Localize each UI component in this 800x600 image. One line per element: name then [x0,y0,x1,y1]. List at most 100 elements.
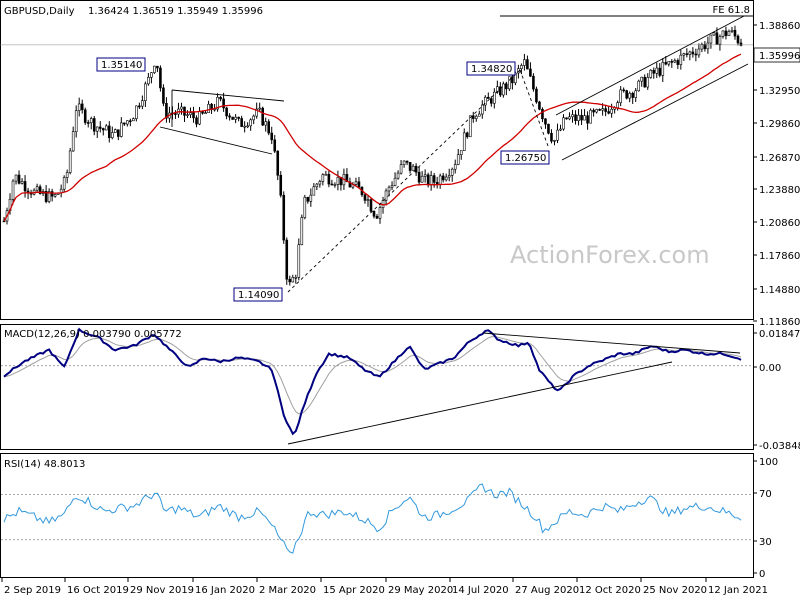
price-annotation-label: 1.26750 [505,153,546,164]
candle-body [393,177,397,186]
candle-body [565,117,568,120]
ohlc-label: 1.36424 1.36519 1.35949 1.35996 [88,6,263,17]
candle-body [282,194,286,241]
candle-body [619,89,622,103]
candle-body [459,150,463,155]
candle-body [598,109,601,111]
price-annotation-label: 1.35140 [101,60,142,71]
candle-body [321,174,325,182]
price-axis-label: 1.23880 [759,185,800,196]
candle-body [192,112,195,119]
price-chart: 1.35140 1.14090 1.34820 1.26750 [0,15,753,302]
price-annotation-box [466,61,516,76]
candle-body [480,104,484,115]
candle-body [511,76,514,84]
candle-body [50,191,54,197]
candle-body [71,131,75,152]
candle-body [477,113,481,117]
time-axis-label: 27 Aug 2020 [515,585,579,596]
candle-body [150,72,153,78]
candle-body [279,174,283,196]
candle-body [110,132,114,139]
candle-body [610,108,613,114]
candle-body [101,128,105,131]
candle-body [694,53,698,56]
candle-body [198,111,201,125]
rsi-axis-label: 70 [759,489,772,500]
rsi-line [3,483,742,554]
candle-body [426,174,430,186]
candle-body [562,117,565,130]
time-axis-label: 29 May 2020 [388,585,453,596]
macd-title: MACD(12,26,9) 0.003790 0.005772 [4,329,182,340]
candle-body [195,117,198,125]
candle-body [141,100,144,107]
candle-body [411,165,415,171]
candle-body [189,112,192,115]
channel-lower-line [561,63,749,161]
candle-body [559,128,562,131]
candle-body [261,107,264,126]
candle-body [23,181,27,192]
candle-body [399,164,403,174]
candle-body [318,181,322,185]
candle-body [423,174,427,177]
candle-body [508,76,511,90]
candle-body [240,118,243,127]
consolidation-lower-line [159,126,273,155]
candle-body [432,175,436,183]
candle-body [38,186,42,194]
candle-body [354,181,358,185]
candle-body [252,115,255,121]
candle-body [144,83,147,101]
candle-body [640,76,644,82]
candle-body [165,103,168,119]
candle-body [429,175,433,186]
candle-body [664,62,668,65]
rsi-axis-label: 0 [759,569,765,580]
candle-body [592,109,595,113]
candle-body [658,67,662,76]
time-axis-label: 12 Jan 2021 [708,585,768,596]
candle-body [138,105,141,108]
candle-body [267,121,271,134]
candle-body [739,42,743,46]
candle-body [53,194,57,197]
candle-body [646,77,650,88]
candle-body [86,122,90,124]
candle-body [484,96,487,106]
candle-body [438,175,442,185]
candle-body [68,150,72,173]
candle-body [44,191,48,202]
candle-body [231,116,234,120]
candle-body [616,102,619,108]
candle-body [147,77,150,85]
candle-body [450,168,454,176]
candle-body [98,126,102,129]
candle-body [697,48,701,56]
candle-body [700,44,704,50]
candle-body [129,120,132,123]
candle-body [369,199,373,212]
candle-body [20,181,24,184]
price-axis-label: 1.11860 [759,317,800,328]
price-axis-label: 1.17860 [759,251,800,262]
candle-body [77,103,81,111]
candle-body [417,171,421,183]
candle-body [14,174,18,182]
candle-body [502,83,505,96]
price-annotation-box [500,150,550,165]
price-annotation-label: 1.34820 [471,64,512,75]
candle-body [117,129,120,137]
candle-body [255,108,258,117]
candle-body [706,42,710,50]
candle-body [186,114,189,116]
candle-body [468,115,472,138]
axes: 1.38860 1.35996 1.32950 1.29860 1.26870 1.238… [1,21,800,596]
macd-axis-label: 0.00 [759,363,781,374]
candle-body [375,215,379,219]
candle-body [285,239,289,280]
fib-label: FE 61.8 [712,5,750,16]
price-axis-label: 1.35996 [759,51,800,62]
